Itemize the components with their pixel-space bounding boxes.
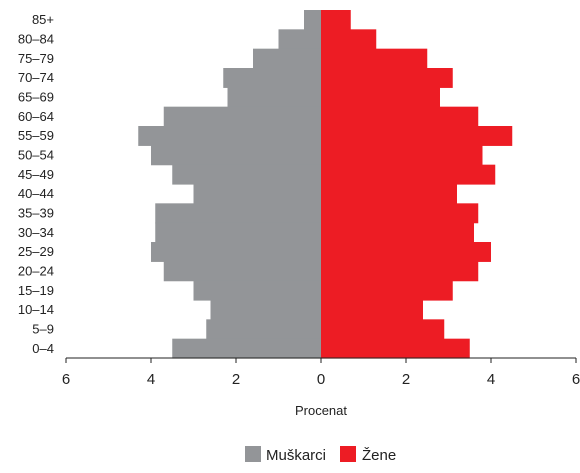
x-tick-label: 6 [62,371,70,388]
bar-female-25–29 [321,242,491,262]
bar-male-15–19 [193,280,321,301]
legend: Muškarci Žene [245,446,396,464]
bar-male-5–9 [206,319,321,340]
bar-female-80–84 [321,29,377,50]
bar-male-50–54 [151,145,321,166]
bar-female-40–44 [321,184,457,204]
age-label-30–34: 30–34 [18,225,54,240]
bar-female-5–9 [321,319,445,340]
female-bars [321,10,513,359]
bar-female-20–24 [321,261,479,282]
age-label-70–74: 70–74 [18,70,54,85]
legend-label-male: Muškarci [266,447,326,464]
bar-male-45–49 [172,164,321,185]
bar-male-80–84 [278,29,321,50]
x-tick-label: 6 [572,371,580,388]
bar-female-70–74 [321,68,453,88]
bar-female-0–4 [321,338,470,359]
bar-male-40–44 [193,184,321,204]
bar-female-30–34 [321,222,474,243]
bar-female-45–49 [321,164,496,185]
bar-female-35–39 [321,203,479,224]
age-label-85+: 85+ [32,12,54,27]
bar-female-55–59 [321,126,513,146]
bar-female-75–79 [321,48,428,69]
bar-male-20–24 [163,261,321,282]
bar-male-10–14 [210,300,321,320]
age-label-40–44: 40–44 [18,186,54,201]
age-label-45–49: 45–49 [18,167,54,182]
bar-female-85+ [321,10,351,30]
x-tick-label: 0 [317,371,325,388]
bar-female-50–54 [321,145,483,166]
legend-swatch-male [245,446,261,462]
age-label-55–59: 55–59 [18,128,54,143]
age-label-25–29: 25–29 [18,244,54,259]
age-label-80–84: 80–84 [18,32,54,47]
bar-male-30–34 [155,222,321,243]
x-tick-label: 4 [147,371,155,388]
age-label-0–4: 0–4 [32,341,54,356]
x-tick-label: 4 [487,371,495,388]
legend-label-female: Žene [362,447,396,464]
age-label-35–39: 35–39 [18,206,54,221]
x-tick-label: 2 [232,371,240,388]
x-tick-label: 2 [402,371,410,388]
age-label-65–69: 65–69 [18,90,54,105]
bar-female-65–69 [321,87,440,108]
age-label-50–54: 50–54 [18,148,54,163]
bar-male-25–29 [151,242,321,262]
bar-male-55–59 [138,126,321,146]
legend-swatch-female [340,446,356,462]
age-label-5–9: 5–9 [32,322,54,337]
bar-male-75–79 [253,48,321,69]
male-bars [138,10,321,359]
x-axis-ticks: 6 4 2 0 2 4 6 [62,358,580,388]
bar-male-0–4 [172,338,321,359]
bar-male-60–64 [163,106,321,127]
bar-female-10–14 [321,300,423,320]
age-label-60–64: 60–64 [18,109,54,124]
x-axis-title: Procenat [295,403,347,418]
age-label-75–79: 75–79 [18,51,54,66]
bar-male-70–74 [223,68,321,88]
age-label-15–19: 15–19 [18,283,54,298]
bar-male-35–39 [155,203,321,224]
age-label-20–24: 20–24 [18,264,54,279]
bar-male-85+ [304,10,321,30]
age-label-10–14: 10–14 [18,302,54,317]
bar-female-60–64 [321,106,479,127]
age-group-labels: 85+ 80–84 75–79 70–74 65–69 60–64 55–59 50–54 45… [18,12,54,356]
bar-male-65–69 [227,87,321,108]
bar-female-15–19 [321,280,453,301]
